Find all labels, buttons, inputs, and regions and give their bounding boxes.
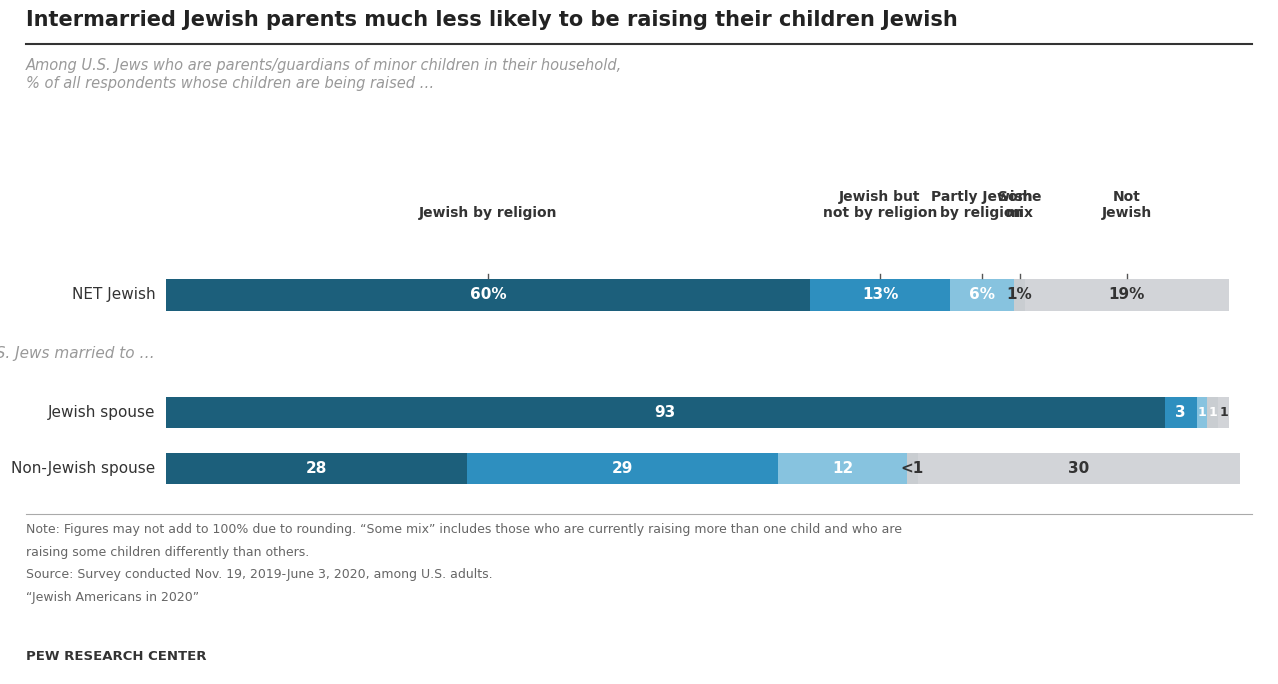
Text: 3: 3 (1176, 406, 1186, 420)
Text: 28: 28 (305, 461, 327, 475)
Text: raising some children differently than others.: raising some children differently than o… (26, 546, 309, 559)
Text: Among U.S. Jews married to …: Among U.S. Jews married to … (0, 346, 156, 361)
Text: Partly Jewish
by religion: Partly Jewish by religion (932, 190, 1033, 220)
Text: 29: 29 (612, 461, 633, 475)
Text: 19%: 19% (1109, 287, 1145, 302)
Text: 60%: 60% (470, 287, 506, 302)
Text: Intermarried Jewish parents much less likely to be raising their children Jewish: Intermarried Jewish parents much less li… (26, 10, 957, 30)
Text: Source: Survey conducted Nov. 19, 2019-June 3, 2020, among U.S. adults.: Source: Survey conducted Nov. 19, 2019-J… (26, 568, 492, 581)
Text: Some
mix: Some mix (998, 190, 1042, 220)
Bar (1164, 397, 1196, 428)
Bar (166, 453, 466, 484)
Text: 1: 1 (1197, 406, 1206, 419)
Text: Non-Jewish spouse: Non-Jewish spouse (12, 461, 156, 475)
Text: 93: 93 (654, 406, 676, 420)
Bar (810, 279, 950, 311)
Text: <1: <1 (901, 461, 924, 475)
Bar (1218, 397, 1229, 428)
Text: 1%: 1% (1007, 287, 1033, 302)
Text: Jewish by religion: Jewish by religion (419, 207, 557, 220)
Bar (466, 453, 778, 484)
Text: 1: 1 (1219, 406, 1228, 419)
Text: 12: 12 (832, 461, 854, 475)
Bar (1196, 397, 1208, 428)
Bar (918, 453, 1240, 484)
Text: PEW RESEARCH CENTER: PEW RESEARCH CENTER (26, 650, 206, 663)
Bar (1208, 397, 1218, 428)
Text: Among U.S. Jews who are parents/guardians of minor children in their household,
: Among U.S. Jews who are parents/guardian… (26, 58, 622, 90)
Text: NET Jewish: NET Jewish (72, 287, 156, 302)
Text: 13%: 13% (861, 287, 898, 302)
Text: Note: Figures may not add to 100% due to rounding. “Some mix” includes those who: Note: Figures may not add to 100% due to… (26, 523, 901, 536)
Text: 1: 1 (1209, 406, 1217, 419)
Bar (907, 453, 918, 484)
Text: Jewish spouse: Jewish spouse (47, 406, 156, 420)
Bar (950, 279, 1015, 311)
Bar (1015, 279, 1025, 311)
Bar (166, 279, 810, 311)
Text: Not
Jewish: Not Jewish (1102, 190, 1151, 220)
Bar (778, 453, 907, 484)
Text: “Jewish Americans in 2020”: “Jewish Americans in 2020” (26, 591, 198, 604)
Text: 30: 30 (1068, 461, 1089, 475)
Bar (1025, 279, 1229, 311)
Text: 6%: 6% (969, 287, 996, 302)
Bar (166, 397, 1164, 428)
Text: Jewish but
not by religion: Jewish but not by religion (823, 190, 937, 220)
